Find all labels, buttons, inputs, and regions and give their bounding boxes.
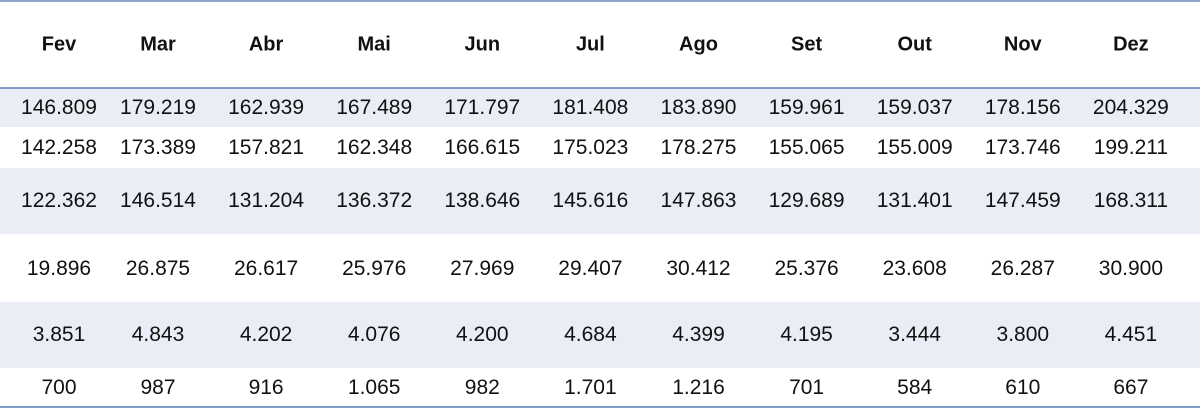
table-cell: 131.204 (228, 189, 305, 212)
column-header: Out (897, 33, 932, 56)
table-cell: 179.219 (120, 96, 196, 119)
table-cell: 183.890 (660, 96, 737, 119)
table-cell: 181.408 (552, 96, 629, 119)
column-header: Mar (140, 33, 176, 56)
table-cell: 25.376 (774, 257, 839, 280)
column-header: Dez (1113, 33, 1149, 56)
table-cell: 142.258 (21, 136, 97, 159)
table-cell: 131.401 (876, 189, 953, 212)
row-band (0, 89, 1200, 127)
table-cell: 23.608 (882, 257, 947, 280)
table-cell: 3.851 (32, 323, 86, 346)
table-cell: 4.451 (1104, 323, 1158, 346)
table-cell: 26.875 (125, 257, 191, 280)
table-cell: 4.195 (780, 323, 833, 346)
column-header: Abr (248, 33, 284, 56)
column-header: Jun (464, 33, 501, 56)
table-cell: 4.843 (131, 323, 185, 346)
row-band (0, 168, 1200, 234)
table-cell: 146.809 (21, 96, 97, 119)
table-cell: 667 (1113, 376, 1149, 399)
column-header: Ago (679, 33, 718, 56)
table-cell: 3.444 (888, 323, 941, 346)
table-cell: 147.459 (984, 189, 1061, 212)
bottom-border (0, 406, 1200, 408)
column-header: Mai (357, 33, 391, 56)
table-cell: 987 (140, 376, 176, 399)
table-cell: 136.372 (336, 189, 413, 212)
top-border (0, 0, 1200, 2)
table-cell: 162.348 (336, 136, 413, 159)
table-cell: 146.514 (120, 189, 196, 212)
table-cell: 167.489 (336, 96, 413, 119)
table-cell: 4.202 (239, 323, 293, 346)
column-header: Fev (41, 33, 77, 56)
table-cell: 157.821 (228, 136, 305, 159)
table-cell: 916 (248, 376, 284, 399)
table-cell: 178.275 (660, 136, 737, 159)
header-border (0, 87, 1200, 89)
column-header: Set (791, 33, 823, 56)
table-cell: 27.969 (450, 257, 515, 280)
table-cell: 584 (897, 376, 933, 399)
table-cell: 173.746 (984, 136, 1061, 159)
table-cell: 159.037 (876, 96, 953, 119)
table-cell: 138.646 (444, 189, 521, 212)
table-cell: 4.399 (672, 323, 725, 346)
table-cell: 199.211 (1093, 136, 1169, 159)
table-cell: 701 (789, 376, 825, 399)
table-cell: 1.065 (347, 376, 401, 399)
table-cell: 155.065 (768, 136, 845, 159)
table-cell: 1.701 (564, 376, 617, 399)
table-cell: 147.863 (660, 189, 737, 212)
table-cell: 1.216 (672, 376, 725, 399)
table-cell: 173.389 (120, 136, 196, 159)
table-cell: 30.900 (1098, 257, 1163, 280)
table-cell: 25.976 (342, 257, 407, 280)
column-header: Nov (1003, 33, 1042, 56)
table-cell: 4.076 (347, 323, 401, 346)
table-cell: 178.156 (984, 96, 1061, 119)
table-cell: 129.689 (768, 189, 845, 212)
table-cell: 166.615 (444, 136, 521, 159)
table-cell: 155.009 (876, 136, 953, 159)
row-band (0, 302, 1200, 368)
table-cell: 4.684 (564, 323, 617, 346)
table-cell: 175.023 (552, 136, 629, 159)
table-cell: 26.287 (990, 257, 1055, 280)
table-cell: 30.412 (666, 257, 731, 280)
table-cell: 145.616 (552, 189, 629, 212)
table-cell: 29.407 (558, 257, 623, 280)
table-cell: 171.797 (444, 96, 521, 119)
table-cell: 19.896 (26, 257, 92, 280)
table-cell: 162.939 (228, 96, 305, 119)
table-cell: 610 (1005, 376, 1041, 399)
table-cell: 4.200 (456, 323, 509, 346)
table-cell: 700 (41, 376, 77, 399)
table-cell: 982 (464, 376, 500, 399)
table-cell: 159.961 (768, 96, 845, 119)
table-cell: 204.329 (1092, 96, 1169, 119)
table-cell: 168.311 (1093, 189, 1169, 212)
column-header: Jul (575, 33, 605, 56)
table-cell: 26.617 (233, 257, 299, 280)
table-cell: 122.362 (21, 189, 97, 212)
table-cell: 3.800 (996, 323, 1050, 346)
